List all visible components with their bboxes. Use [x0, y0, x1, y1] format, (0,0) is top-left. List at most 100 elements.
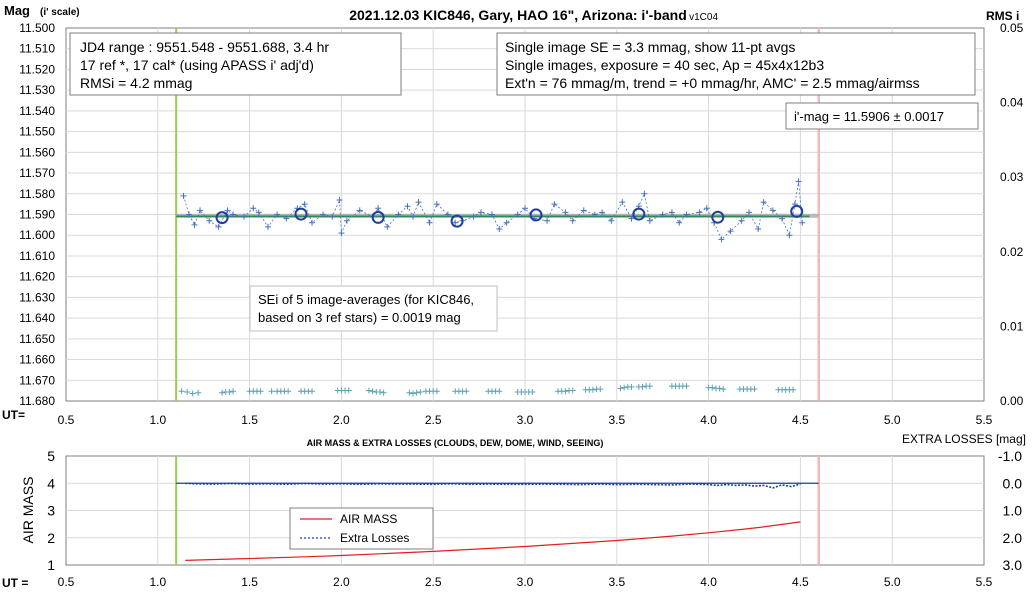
bottom-x-axis-label: UT = [2, 576, 28, 590]
legend: AIR MASS Extra Losses [289, 507, 434, 550]
bottom-x-tick-label: 2.0 [333, 575, 350, 589]
average-point [632, 207, 646, 221]
rms-point [195, 389, 202, 396]
single-image-point [696, 209, 703, 216]
x-tick-label: 5.5 [976, 413, 993, 427]
single-image-point [703, 205, 710, 212]
single-image-point [760, 199, 767, 206]
single-image-point [241, 213, 248, 220]
legend-label-airmass: AIR MASS [340, 512, 397, 526]
result-label: i'-mag = 11.5906 ± 0.0017 [794, 109, 944, 124]
bottom-x-tick-label: 1.5 [241, 575, 258, 589]
single-image-point [224, 207, 231, 214]
rms-point [646, 383, 653, 390]
rms-point [417, 389, 424, 396]
single-image-point [250, 205, 257, 212]
y-tick-label: 11.510 [19, 42, 55, 56]
single-image-point [264, 223, 271, 230]
y2-tick-label: 0.00 [1000, 394, 1024, 408]
single-image-point [206, 217, 213, 224]
x-axis-label: UT= [2, 408, 25, 422]
single-image-point [356, 207, 363, 214]
single-image-point [646, 217, 653, 224]
y-tick-label: 11.520 [19, 62, 55, 76]
bottom-y-axis-label: AIR MASS [20, 477, 36, 544]
rms-point [189, 390, 196, 397]
y-tick-label: 11.560 [19, 145, 55, 159]
result-box: i'-mag = 11.5906 ± 0.0017 [785, 102, 979, 130]
bottom-y-tick-label: 2 [47, 530, 55, 546]
legend-label-extra-losses: Extra Losses [340, 531, 409, 545]
bottom-y2-tick-label: 1.0 [1003, 503, 1023, 519]
sei-box: SEi of 5 image-averages (for KIC846, bas… [249, 285, 498, 332]
rms-point [226, 389, 233, 396]
rms-point [433, 388, 440, 395]
x-tick-label: 4.0 [700, 413, 717, 427]
rms-point [178, 388, 185, 395]
rms-point [285, 388, 292, 395]
single-image-point [338, 230, 345, 237]
y-tick-label: 11.570 [19, 166, 55, 180]
single-image-point [477, 209, 484, 216]
info-left-line-3: RMSi = 4.2 mmag [80, 75, 192, 91]
bottom-y-tick-label: 4 [47, 475, 55, 491]
single-image-point [628, 215, 635, 222]
single-image-point [488, 211, 495, 218]
top-tick-labels: 11.500 11.510 11.520 11.530 11.540 11.550 11.5… [19, 21, 1023, 427]
rms-point [219, 389, 226, 396]
average-point [450, 214, 464, 228]
y2-tick-label: 0.02 [1000, 245, 1024, 259]
single-image-point [375, 205, 382, 212]
bottom-y-tick-label: 3 [47, 503, 55, 519]
rms-point [597, 386, 604, 393]
bottom-x-tick-label: 5.5 [976, 575, 993, 589]
y-tick-label: 11.650 [19, 332, 55, 346]
single-image-point [410, 213, 417, 220]
single-image-point [795, 178, 802, 185]
bottom-y-tick-label: 1 [47, 557, 55, 573]
single-image-point [738, 217, 745, 224]
average-point [294, 207, 308, 221]
single-image-point [668, 209, 675, 216]
rms-point [628, 383, 635, 390]
single-image-point [329, 213, 336, 220]
rms-point [569, 387, 576, 394]
single-image-point [641, 190, 648, 197]
chart-title: 2021.12.03 KIC846, Gary, HAO 16", Arizon… [349, 7, 687, 23]
y-tick-label: 11.610 [19, 249, 55, 263]
single-image-point [544, 217, 551, 224]
y2-tick-label: 0.03 [1000, 170, 1024, 184]
x-tick-label: 3.5 [608, 413, 625, 427]
single-image-point [562, 209, 569, 216]
rms-point [621, 384, 628, 391]
single-image-point [683, 211, 690, 218]
bottom-title: AIR MASS & EXTRA LOSSES (CLOUDS, DEW, DO… [307, 438, 604, 448]
info-right-line-2: Single images, exposure = 40 sec, Ap = 4… [505, 57, 824, 73]
average-point [371, 210, 385, 224]
single-image-point [799, 219, 806, 226]
single-image-point [659, 211, 666, 218]
bottom-x-tick-label: 3.0 [517, 575, 534, 589]
rms-point [406, 389, 413, 396]
single-image-point [197, 207, 204, 214]
rms-point [463, 388, 470, 395]
single-image-point [180, 192, 187, 199]
rms-point [257, 388, 264, 395]
extra-losses-line [185, 482, 801, 489]
rms-point [369, 388, 376, 395]
rms-point [230, 388, 237, 395]
single-image-point [444, 211, 451, 218]
average-point [711, 210, 725, 224]
magnitude-chart: 11.500 11.510 11.520 11.530 11.540 11.550 11.5… [2, 3, 1024, 427]
bottom-x-tick-label: 2.5 [425, 575, 442, 589]
rms-point [268, 388, 275, 395]
x-tick-label: 3.0 [517, 413, 534, 427]
rms-point [410, 390, 417, 397]
single-image-point [786, 232, 793, 239]
rms-point [413, 389, 420, 396]
rms-point [529, 389, 536, 396]
y-tick-label: 11.500 [19, 21, 55, 35]
x-tick-label: 1.0 [149, 413, 166, 427]
y-tick-label: 11.670 [19, 373, 55, 387]
single-image-point [551, 201, 558, 208]
